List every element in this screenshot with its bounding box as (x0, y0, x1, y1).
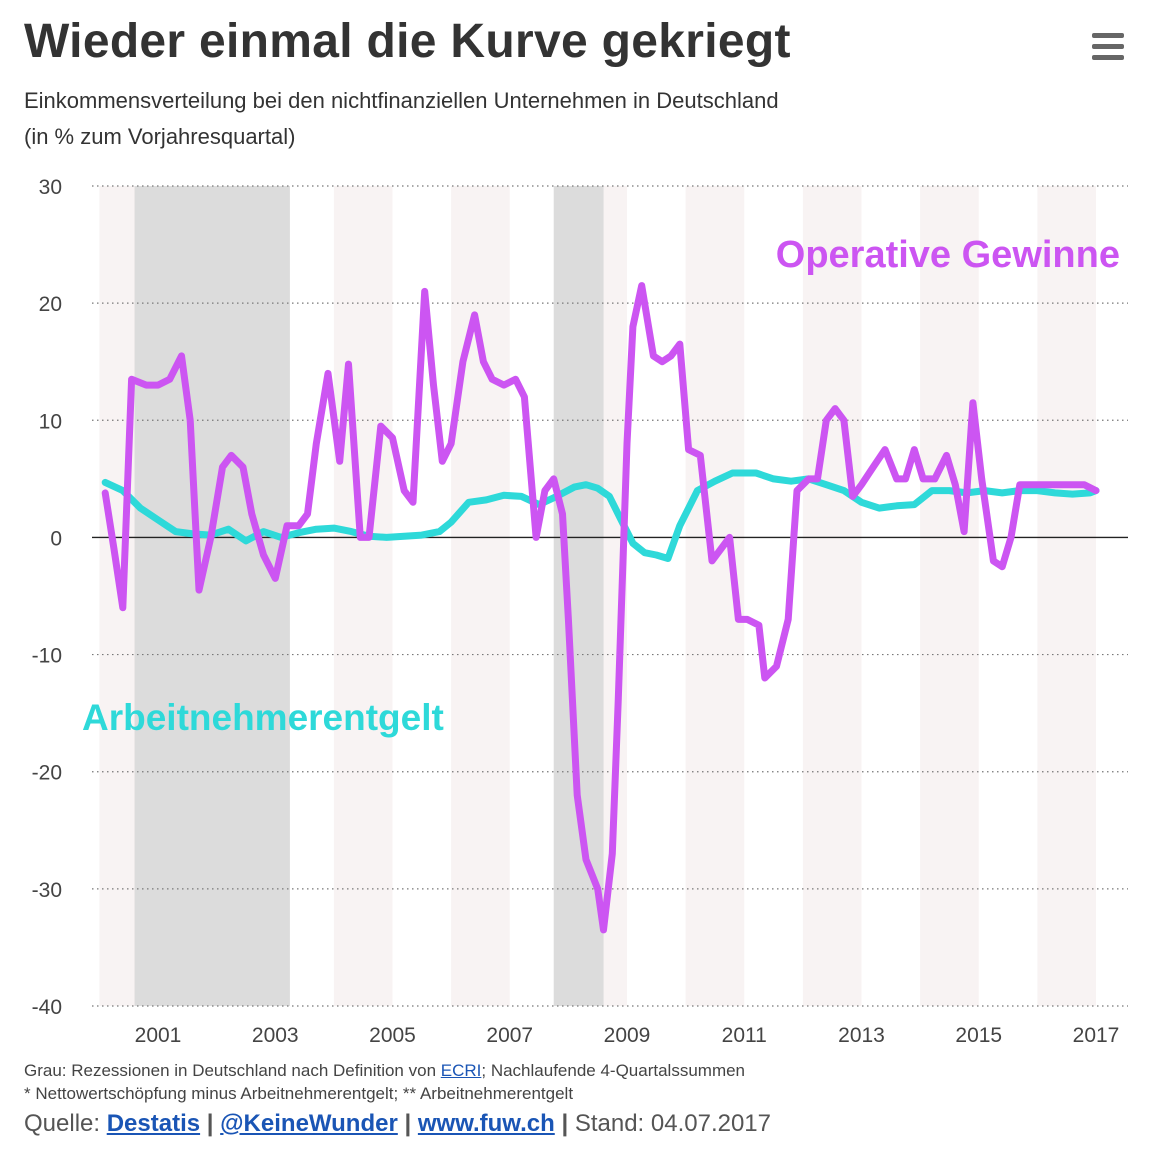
fuw-link[interactable]: www.fuw.ch (417, 1110, 555, 1137)
series-labels: Operative Gewinne Arbeitnehmerentgelt (82, 234, 1120, 738)
chart-title: Wieder einmal die Kurve gekriegt (24, 15, 791, 68)
y-tick-label: 20 (39, 293, 62, 316)
hamburger-menu-icon[interactable] (1086, 28, 1130, 68)
y-tick-label: -10 (32, 645, 62, 668)
y-tick-label: -40 (32, 996, 62, 1019)
y-axis-ticks: 30 20 10 0 -10 -20 -30 -40 (32, 176, 62, 1019)
footnote-definitions: * Nettowertschöpfung minus Arbeitnehmere… (24, 1084, 574, 1103)
stand-date: Stand: 04.07.2017 (574, 1110, 771, 1137)
y-tick-label: 0 (50, 527, 62, 550)
label-arbeitnehmerentgelt: Arbeitnehmerentgelt (82, 697, 444, 738)
x-tick-label: 2009 (604, 1024, 651, 1047)
x-tick-label: 2007 (486, 1024, 533, 1047)
x-tick-label: 2005 (369, 1024, 416, 1047)
y-tick-label: 10 (39, 410, 62, 433)
year-band (451, 186, 510, 1006)
year-band (1037, 186, 1096, 1006)
y-tick-label: 30 (39, 176, 62, 199)
grid-lines (92, 185, 1128, 1007)
year-band (802, 186, 862, 1006)
line-chart: 30 20 10 0 -10 -20 -30 -40 2001 2003 2005 2007 2009… (32, 176, 1128, 1047)
destatis-link[interactable]: Destatis (106, 1110, 201, 1137)
x-axis-ticks: 2001 2003 2005 2007 2009 2011 2013 2015 2017 (135, 1024, 1120, 1047)
x-tick-label: 2015 (955, 1024, 1002, 1047)
separator: | (206, 1110, 214, 1137)
subtitle-unit: (in % zum Vorjahresquartal) (24, 124, 296, 149)
footnote-recessions: Grau: Rezessionen in Deutschland nach De… (24, 1061, 745, 1081)
x-tick-label: 2013 (838, 1024, 885, 1047)
separator: | (561, 1110, 569, 1137)
footnote-text-suffix: ; Nachlaufende 4-Quartalssummen (481, 1061, 746, 1080)
year-band (333, 186, 393, 1006)
x-tick-label: 2011 (722, 1024, 767, 1047)
subtitle: Einkommensverteilung bei den nichtfinanz… (24, 88, 779, 113)
keinewunder-link[interactable]: @KeineWunder (220, 1110, 398, 1137)
series-line-operative-gewinne (101, 282, 1100, 934)
recession-band (134, 186, 290, 1006)
y-tick-label: -30 (32, 879, 62, 902)
label-operative-gewinne: Operative Gewinne (776, 234, 1120, 276)
y-tick-label: -20 (32, 762, 62, 785)
source-label: Quelle: (24, 1110, 101, 1137)
x-tick-label: 2003 (252, 1024, 299, 1047)
series-lines (101, 282, 1100, 934)
source-line: Quelle: Destatis | @KeineWunder | www.fu… (24, 1110, 771, 1138)
recession-band (553, 186, 604, 1006)
year-band (920, 186, 979, 1006)
x-tick-label: 2017 (1073, 1024, 1120, 1047)
x-tick-label: 2001 (135, 1024, 182, 1047)
ecri-link[interactable]: ECRI (440, 1061, 482, 1080)
separator: | (404, 1110, 412, 1137)
footnote-text: Grau: Rezessionen in Deutschland nach De… (24, 1061, 441, 1080)
